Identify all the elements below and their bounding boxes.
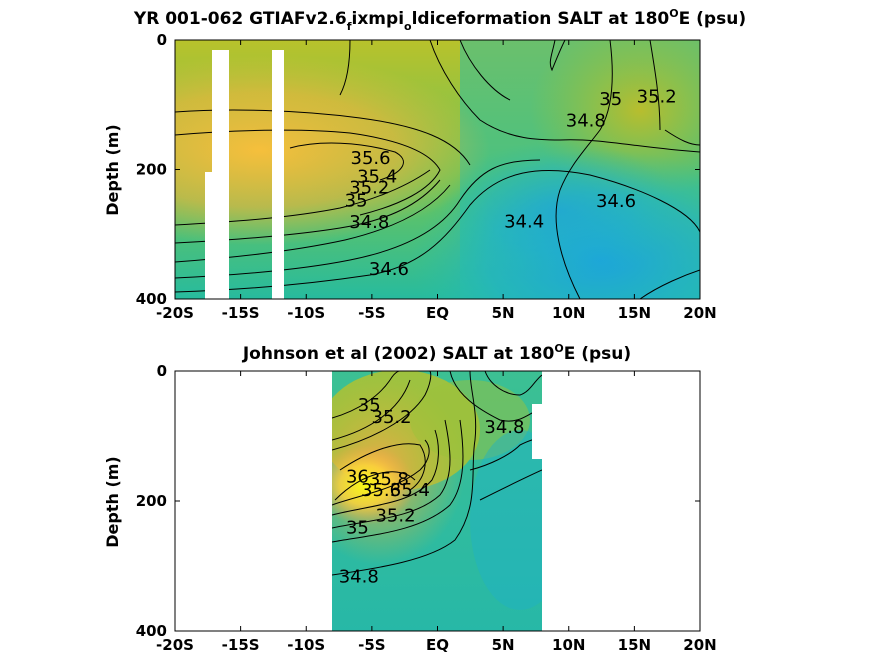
x-tick-label: -5S [358,636,385,654]
title-part: ixmpi [352,9,405,29]
y-tick-label: 0 [157,362,167,380]
contour-label: 35.6 [351,148,391,169]
x-tick-label: 10N [552,304,585,322]
x-tick-label: 5N [492,636,515,654]
x-tick-label: -10S [287,636,325,654]
contour-label: 35.8 [369,469,409,490]
contour-label: 35 [599,89,622,110]
y-tick-label: 0 [157,31,167,49]
x-tick-label: 15N [618,636,651,654]
contour-label: 35 [345,191,368,212]
contour-label: 34.8 [349,212,389,233]
title-part: YR 001-062 GTIAFv2.6 [133,9,347,29]
title-part: E (psu) [679,9,746,29]
x-tick-label: 10N [552,636,585,654]
panel-2-field [332,371,542,631]
title-part: o [404,20,412,33]
x-tick-label: -20S [156,636,194,654]
y-tick-label: 400 [136,290,167,308]
panel-2-y-ticks: 0 200 400 [136,362,700,640]
contour-label: 34.8 [484,417,524,438]
contour-label: 35 [358,395,381,416]
panel-1-field [175,40,700,299]
panel-2-ylabel: Depth (m) [103,456,122,548]
title-part: O [554,342,563,355]
contour-label: 35.2 [375,505,415,526]
panel-1-ylabel: Depth (m) [103,124,122,216]
title-part: O [669,7,678,20]
title-part: ldiceformation SALT at 180 [412,9,670,29]
contour-label: 34.6 [369,259,409,280]
contour-label: 35.2 [637,86,677,107]
x-tick-label: EQ [426,636,449,654]
x-tick-label: 20N [683,304,716,322]
panel-1-y-ticks: 0 200 400 [136,31,700,308]
contour-label: 35.2 [349,178,389,199]
title-part: E (psu) [564,344,631,364]
y-tick-label: 400 [136,622,167,640]
panel-1-x-ticks: -20S -15S -10S -5S EQ 5N 10N 15N 20N [156,40,717,322]
x-tick-label: 20N [683,636,716,654]
y-tick-label: 200 [136,161,167,179]
contour-label: 36 [346,466,369,487]
x-tick-label: 15N [618,304,651,322]
contour-label: 34.8 [566,110,606,131]
x-tick-label: -5S [358,304,385,322]
contour-label: 34.4 [504,211,544,232]
panel-2: Johnson et al (2002) SALT at 180OE (psu) [103,342,717,654]
y-tick-label: 200 [136,492,167,510]
panel-1: YR 001-062 GTIAFv2.6fixmpioldiceformatio… [103,7,746,322]
title-part: Johnson et al (2002) SALT at 180 [242,344,555,364]
contour-label: 35 [346,518,369,539]
contour-label: 34.8 [339,566,379,587]
contour-label: 35.6 [361,480,401,501]
contour-label: 35.2 [372,407,412,428]
x-tick-label: 5N [492,304,515,322]
x-tick-label: EQ [426,304,449,322]
contour-label: 35.4 [390,480,430,501]
x-tick-label: -20S [156,304,194,322]
x-tick-label: -10S [287,304,325,322]
x-tick-label: -15S [222,304,260,322]
contour-label: 35.4 [357,167,397,188]
x-tick-label: -15S [222,636,260,654]
panel-1-title: YR 001-062 GTIAFv2.6fixmpioldiceformatio… [133,7,746,33]
panel-2-title: Johnson et al (2002) SALT at 180OE (psu) [242,342,631,364]
panel-2-contours [332,371,542,576]
contour-label: 34.6 [596,191,636,212]
panel-2-x-ticks: -20S -15S -10S -5S EQ 5N 10N 15N 20N [156,371,717,654]
title-part: f [347,20,352,33]
